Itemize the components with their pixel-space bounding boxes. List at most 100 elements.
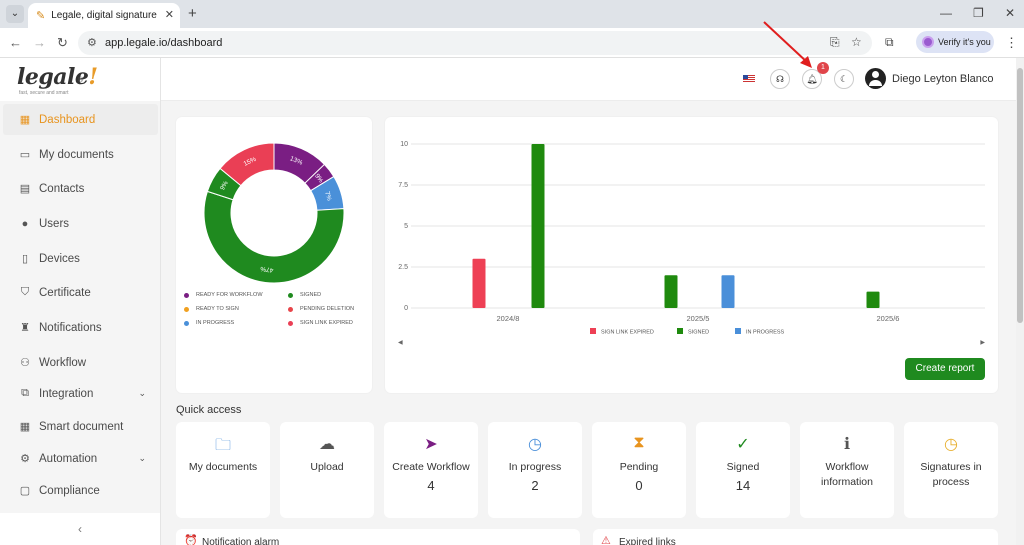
donut-legend-item[interactable]: IN PROGRESS [184, 320, 234, 326]
minimize-icon[interactable]: — [940, 6, 952, 20]
tab-close-icon[interactable]: ✕ [164, 9, 174, 21]
donut-slice-label: 15% [243, 156, 258, 168]
donut-legend-item[interactable]: PENDING DELETION [288, 306, 354, 312]
extensions-icon[interactable]: ⧉ [885, 35, 894, 49]
address-bar[interactable]: ⚙ app.legale.io/dashboard ⎘ ☆ [78, 31, 872, 55]
logo-registered: ® [78, 77, 84, 84]
install-app-icon[interactable]: ⎘ [830, 35, 840, 49]
page-scrollbar[interactable] [1016, 58, 1024, 545]
quick-access-signatures-in-process[interactable]: ◷ Signatures in process [904, 422, 998, 518]
quick-access-count: 4 [427, 478, 435, 493]
quick-access-upload[interactable]: ☁ Upload [280, 422, 374, 518]
us-flag-icon[interactable] [743, 75, 755, 83]
donut-slice-label: 9% [313, 173, 324, 185]
legend-dot [184, 320, 189, 326]
y-tick-label: 5 [404, 223, 408, 230]
donut-slice[interactable] [219, 142, 275, 187]
support-headset-icon[interactable]: ☊ [770, 69, 790, 89]
donut-slice-label: 47% [260, 265, 274, 274]
browser-tab-bar: ⌄ ✎ Legale, digital signature ✕ + — ❐ ✕ [0, 0, 1024, 28]
site-settings-icon[interactable]: ⚙ [87, 37, 97, 49]
quick-access-label: Upload [310, 461, 344, 473]
browser-menu-icon[interactable]: ⋮ [1005, 35, 1018, 50]
chevron-down-icon[interactable]: ⌄ [138, 453, 146, 463]
bookmark-star-icon[interactable]: ☆ [851, 35, 862, 49]
folder-icon: ▭ [19, 149, 31, 161]
bottom-card-title: Expired links [619, 537, 676, 545]
user-name[interactable]: Diego Leyton Blanco [892, 73, 994, 85]
create-report-button[interactable]: Create report [905, 358, 985, 380]
donut-slice[interactable] [203, 190, 345, 284]
sidebar-item-automation[interactable]: ⚙ Automation ⌄ [3, 443, 158, 474]
sidebar-item-my-documents[interactable]: ▭ My documents [3, 139, 158, 170]
bar-in-progress[interactable] [721, 275, 735, 308]
legend-dot [288, 306, 293, 312]
bar-legend-label[interactable]: IN PROGRESS [746, 330, 785, 336]
verify-profile-button[interactable]: Verify it's you [916, 31, 994, 53]
close-window-icon[interactable]: ✕ [1005, 6, 1016, 20]
sidebar-item-users[interactable]: ● Users [3, 208, 158, 239]
quick-access-create-workflow[interactable]: ➤ Create Workflow 4 [384, 422, 478, 518]
donut-legend-item[interactable]: READY FOR WORKFLOW [184, 292, 263, 298]
sidebar-item-smart-document[interactable]: ▦ Smart document [3, 411, 158, 442]
forward-icon[interactable]: → [33, 35, 46, 50]
chat-icon: ▢ [19, 485, 31, 497]
quick-access-pending[interactable]: ⧗ Pending 0 [592, 422, 686, 518]
gear-icon: ⚙ [20, 453, 30, 465]
sidebar-collapse-button[interactable]: ‹ [0, 513, 160, 545]
donut-legend-item[interactable]: SIGNED [288, 292, 321, 298]
page-scroll-thumb[interactable] [1017, 68, 1023, 323]
scroll-right-icon[interactable]: ▶ [980, 340, 985, 346]
donut-slice-label: 9% [219, 180, 230, 192]
donut-slice-label: 13% [289, 155, 304, 167]
dark-mode-icon[interactable]: ☾ [834, 69, 854, 89]
bar-signed[interactable] [866, 291, 880, 308]
bar-signed[interactable] [664, 275, 678, 308]
integration-icon: ⧉ [21, 387, 29, 399]
quick-access-in-progress[interactable]: ◷ In progress 2 [488, 422, 582, 518]
quick-access-label: Pending [619, 461, 659, 473]
sidebar-item-certificate[interactable]: ⛉ Certificate [3, 277, 158, 308]
legend-dot [184, 306, 189, 312]
sidebar-item-label: Devices [39, 252, 80, 265]
sidebar-item-dashboard[interactable]: ▦ Dashboard [3, 104, 158, 135]
sidebar-item-integration[interactable]: ⧉ Integration ⌄ [3, 378, 158, 409]
sidebar-item-workflow[interactable]: ⚇ Workflow [3, 347, 158, 378]
url-text[interactable]: app.legale.io/dashboard [105, 37, 223, 49]
bar-sign-link-expired[interactable] [472, 258, 486, 308]
app-root: legale! ® fast, secure and smart ▦ Dashbo… [0, 58, 1024, 545]
reload-icon[interactable]: ↻ [57, 35, 68, 50]
bar-signed[interactable] [531, 144, 545, 308]
quick-access-workflow-information[interactable]: ℹ Workflow information [800, 422, 894, 518]
chart-horizontal-scroll[interactable]: ◀ ▶ [398, 339, 985, 347]
clock-icon: ◷ [944, 436, 958, 453]
legale-logo: legale! [17, 64, 98, 90]
sidebar-item-compliance[interactable]: ▢ Compliance [3, 475, 158, 506]
y-tick-label: 2.5 [398, 264, 408, 271]
restore-icon[interactable]: ❐ [973, 6, 984, 20]
bar-chart-card: 0 2.5 5 7.5 10 2024/8 2025/5 2025/6 SIGN LINK EX… [385, 117, 998, 393]
logo-area[interactable]: legale! ® fast, secure and smart [0, 58, 160, 101]
sidebar-item-label: Dashboard [39, 113, 96, 126]
donut-legend-item[interactable]: READY TO SIGN [184, 306, 239, 312]
sidebar-item-devices[interactable]: ▯ Devices [3, 243, 158, 274]
avatar[interactable] [865, 68, 886, 89]
tab-list-chevron-icon[interactable]: ⌄ [6, 5, 24, 23]
quick-access-signed[interactable]: ✓ Signed 14 [696, 422, 790, 518]
bell-icon[interactable]: 🔔︎ [802, 69, 822, 89]
sidebar-item-contacts[interactable]: ▤ Contacts [3, 173, 158, 204]
back-icon[interactable]: ← [9, 35, 22, 50]
quick-access-my-documents[interactable]: 🗀 My documents [176, 422, 270, 518]
donut-legend-item[interactable]: SIGN LINK EXPIRED [288, 320, 353, 326]
sidebar-item-notifications[interactable]: ♜ Notifications [3, 312, 158, 343]
quick-access-label: Create Workflow [392, 461, 470, 473]
browser-tab[interactable]: ✎ Legale, digital signature ✕ [28, 3, 180, 28]
quick-access-label: Signatures in process [920, 461, 982, 488]
sidebar-item-label: Users [39, 217, 70, 230]
bar-legend-label[interactable]: SIGN LINK EXPIRED [601, 330, 654, 336]
top-bar: ☊ 🔔︎ 1 ☾ Diego Leyton Blanco [161, 58, 1016, 101]
scroll-left-icon[interactable]: ◀ [398, 340, 403, 346]
chevron-down-icon[interactable]: ⌄ [138, 388, 146, 398]
new-tab-icon[interactable]: + [188, 5, 197, 22]
bar-legend-label[interactable]: SIGNED [688, 330, 709, 336]
